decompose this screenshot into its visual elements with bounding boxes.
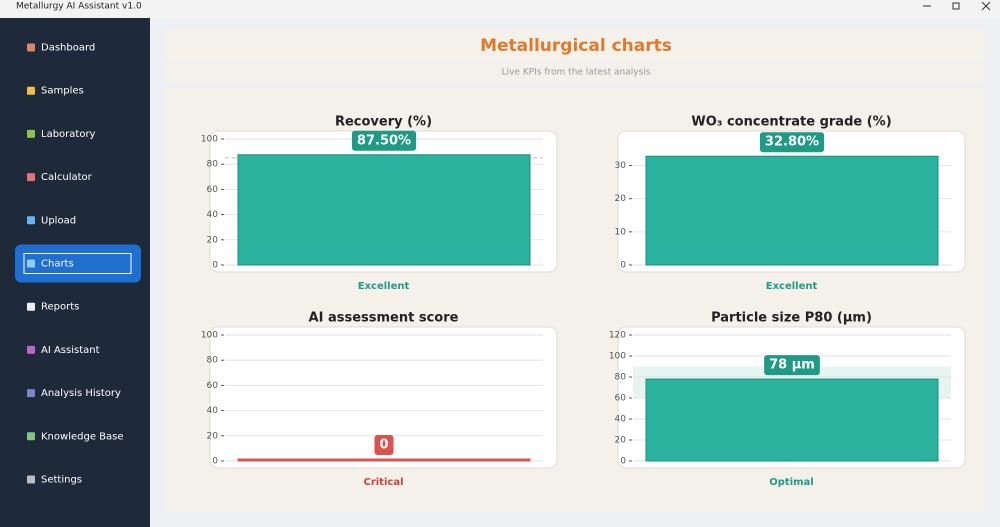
y-tick-label: 0: [620, 261, 626, 271]
nav-icon: [27, 475, 35, 484]
bar: [237, 458, 531, 462]
nav-item[interactable]: Reports: [41, 302, 79, 313]
y-tick-label: 0: [212, 457, 218, 467]
nav-icon: [27, 389, 35, 398]
page-title: Metallurgical charts: [480, 36, 672, 56]
y-tick-label: 20: [207, 235, 219, 245]
nav-icon: [27, 259, 35, 268]
page-subtitle: Live KPIs from the latest analysis: [502, 68, 651, 78]
nav-item[interactable]: Dashboard: [41, 43, 95, 54]
y-tick-label: 60: [207, 185, 219, 195]
nav-item[interactable]: Samples: [41, 86, 84, 97]
value-label: 87.50%: [357, 133, 411, 148]
nav-item[interactable]: Calculator: [41, 172, 93, 183]
nav-icon: [27, 43, 35, 52]
chart-title: WO₃ concentrate grade (%): [691, 115, 891, 130]
nav-icon: [27, 86, 35, 95]
nav-icon: [27, 345, 35, 354]
y-tick-label: 40: [207, 210, 219, 220]
value-label-bg: [764, 355, 820, 376]
nav-icon: [27, 173, 35, 182]
y-tick-label: 60: [615, 394, 627, 404]
value-label: 0: [379, 438, 388, 453]
status-label: Excellent: [358, 281, 410, 292]
y-tick-label: 80: [207, 160, 219, 170]
value-label: 32.80%: [765, 135, 819, 150]
nav-item[interactable]: Settings: [41, 475, 82, 486]
nav-icon: [27, 302, 35, 311]
y-tick-label: 60: [207, 381, 219, 391]
y-tick-label: 0: [212, 261, 218, 271]
nav-icon: [27, 129, 35, 138]
nav-item[interactable]: Laboratory: [41, 129, 96, 140]
y-tick-label: 20: [207, 431, 219, 441]
title-bar: [0, 0, 1000, 18]
status-label: Excellent: [766, 281, 818, 292]
subtitle-bar: [165, 64, 985, 82]
bar: [645, 378, 939, 462]
chart-title: Particle size P80 (µm): [711, 311, 872, 326]
y-tick-label: 40: [615, 415, 627, 425]
y-tick-label: 120: [609, 331, 626, 341]
nav-item[interactable]: Upload: [41, 215, 76, 226]
y-tick-label: 100: [609, 352, 626, 362]
y-tick-label: 80: [207, 356, 219, 366]
value-label-bg: [351, 130, 417, 151]
nav-item[interactable]: Analysis History: [41, 388, 121, 399]
y-tick-label: 40: [207, 406, 219, 416]
nav-item[interactable]: Charts: [41, 259, 74, 270]
window-controls[interactable]: [923, 1, 991, 11]
bar: [645, 155, 939, 266]
window-title: Metallurgy AI Assistant v1.0: [16, 2, 142, 12]
y-tick-label: 20: [615, 194, 627, 204]
y-tick-label: 30: [615, 161, 627, 171]
y-tick-label: 80: [615, 373, 627, 383]
value-label-bg: [759, 132, 825, 153]
y-tick-label: 10: [615, 227, 627, 237]
nav-icon: [27, 216, 35, 225]
status-label: Critical: [363, 477, 403, 488]
chart-title: Recovery (%): [335, 115, 432, 130]
chart-card: [209, 326, 558, 469]
nav-item[interactable]: Knowledge Base: [41, 431, 124, 442]
bar: [237, 154, 531, 266]
y-tick-label: 100: [201, 135, 218, 145]
nav-item[interactable]: AI Assistant: [41, 345, 100, 356]
value-label-bg: [374, 435, 394, 455]
status-label: Optimal: [769, 477, 813, 488]
y-tick-label: 0: [620, 457, 626, 467]
chart-title: AI assessment score: [309, 311, 459, 326]
header-card: [165, 30, 985, 62]
value-label: 78 µm: [769, 358, 815, 373]
y-tick-label: 100: [201, 331, 218, 341]
y-tick-label: 20: [615, 436, 627, 446]
nav-active-frame: [23, 253, 132, 274]
nav-icon: [27, 432, 35, 441]
